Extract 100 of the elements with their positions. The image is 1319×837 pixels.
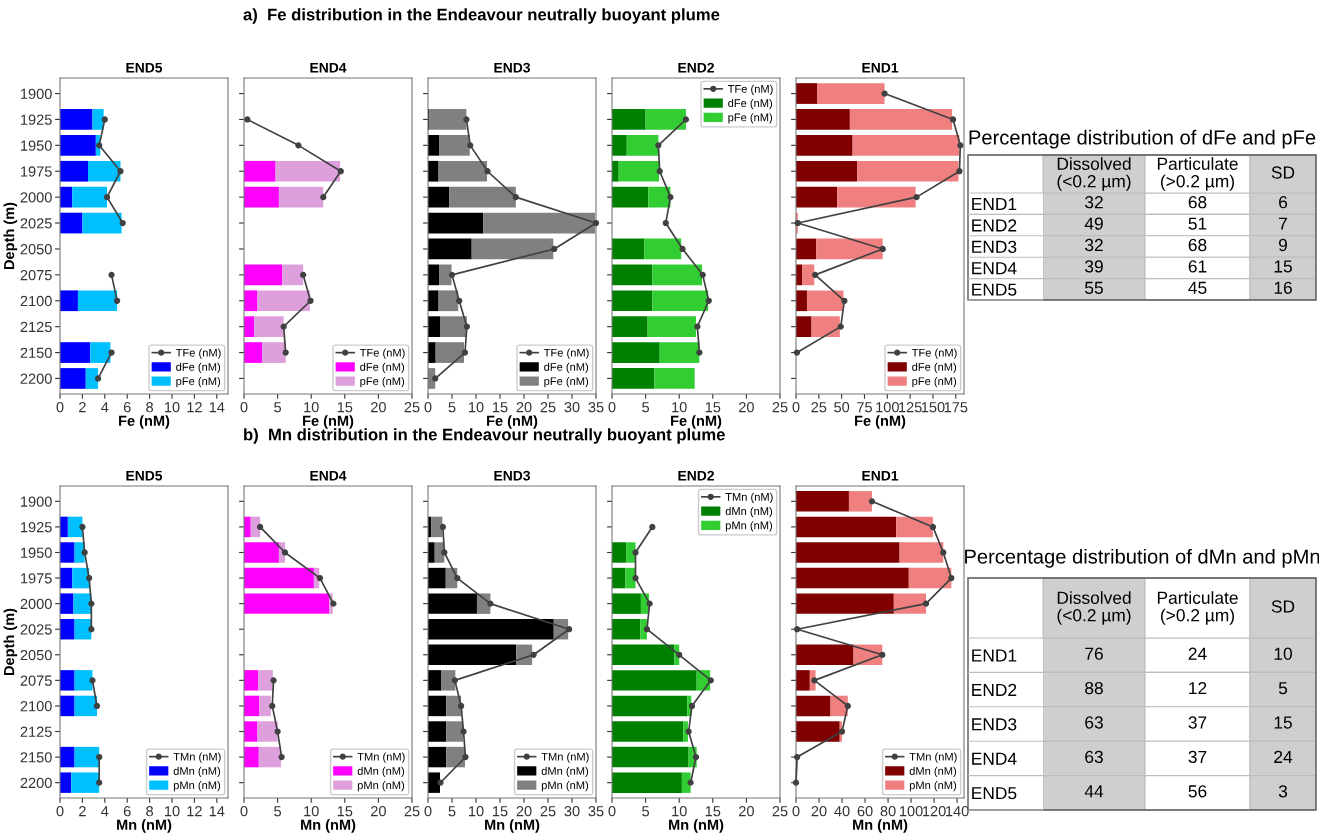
legend-label: TFe (nM) (543, 348, 589, 359)
x-tick-label: Particulate (>0.2 µm) (1157, 157, 1238, 191)
x-tick-label: 0 (792, 402, 800, 413)
y-tick-label: 2125 (20, 726, 52, 737)
legend-label: dMn (nM) (541, 766, 589, 778)
y-tick-label: END2 (972, 219, 1017, 232)
legend-label: pMn (nM) (357, 780, 405, 792)
data-label: 55 (1085, 281, 1103, 294)
y-tick-label: 2150 (20, 347, 52, 358)
x-tick-label: 5 (642, 402, 650, 413)
x-tick-label: 25 (540, 806, 556, 817)
legend-label: dFe (nM) (544, 362, 589, 374)
chart-title: END1 (862, 62, 899, 73)
x-axis-title: Mn (nM) (669, 819, 724, 833)
x-tick-label: 0 (792, 806, 800, 817)
legend-label: pMn (nM) (909, 780, 957, 792)
x-tick-label: 5 (642, 806, 650, 817)
x-tick-label: 20 (516, 402, 532, 413)
x-tick-label: 0 (424, 402, 432, 413)
x-axis-title: Fe (nM) (487, 415, 538, 429)
x-tick-label: 50 (834, 402, 850, 413)
data-label: 68 (1188, 238, 1207, 252)
x-tick-label: 0 (240, 806, 248, 817)
chart-title: END1 (862, 470, 899, 481)
data-label: 61 (1188, 260, 1207, 273)
legend-label: TMn (nM) (541, 752, 589, 763)
chart-title: END2 (678, 62, 714, 73)
x-tick-label: 12 (187, 402, 202, 413)
data-label: 49 (1084, 217, 1103, 230)
x-axis-title: Fe (nM) (303, 415, 354, 429)
data-label: 63 (1085, 750, 1103, 764)
y-tick-label: 1900 (21, 496, 52, 507)
x-tick-label: 20 (371, 402, 386, 413)
legend-label: TMn (nM) (725, 492, 773, 504)
x-tick-label: 140 (946, 806, 969, 817)
legend-label: TFe (nM) (359, 348, 405, 359)
x-tick-label: 6 (123, 806, 131, 817)
x-axis-title: Fe (nM) (855, 415, 906, 429)
x-tick-label: 25 (404, 806, 420, 817)
x-tick-label: 4 (101, 806, 109, 817)
y-tick-label: END5 (972, 787, 1017, 800)
x-axis-title: Fe (nM) (671, 415, 722, 429)
data-label: 88 (1085, 681, 1103, 695)
legend-label: dMn (nM) (173, 766, 221, 778)
x-tick-label: 20 (739, 402, 754, 413)
data-label: 44 (1084, 785, 1104, 798)
x-tick-label: 10 (304, 402, 319, 413)
data-label: 5 (1278, 682, 1288, 695)
data-label: 6 (1279, 196, 1288, 209)
x-tick-label: 8 (146, 806, 154, 817)
x-axis-title: Mn (nM) (301, 819, 356, 833)
x-tick-label: 20 (516, 806, 532, 817)
x-axis-title: Mn (nM) (485, 819, 540, 833)
chart-title: END5 (126, 62, 163, 73)
x-tick-label: SD (1271, 600, 1295, 613)
y-tick-label: 2075 (20, 675, 52, 686)
x-tick-label: 2 (79, 402, 86, 413)
data-label: 51 (1188, 217, 1207, 230)
x-tick-label: 15 (493, 806, 508, 817)
y-tick-label: END1 (972, 649, 1017, 662)
x-tick-label: 14 (209, 806, 225, 817)
y-tick-label: 2075 (20, 269, 52, 281)
data-label: 37 (1188, 716, 1207, 729)
legend-label: TFe (nM) (911, 348, 957, 359)
data-label: 7 (1279, 217, 1287, 230)
x-tick-label: 0 (240, 402, 248, 413)
data-label: 3 (1278, 785, 1288, 798)
legend-label: pFe (nM) (360, 376, 405, 388)
data-label: 15 (1274, 716, 1292, 729)
x-tick-label: SD (1271, 166, 1295, 179)
x-tick-label: 10 (469, 402, 484, 413)
x-tick-label: 5 (274, 402, 282, 413)
data-label: 9 (1278, 238, 1288, 252)
x-axis-title: Fe (nM) (119, 415, 170, 429)
x-tick-label: 4 (101, 402, 109, 413)
y-tick-label: 2125 (20, 321, 52, 333)
x-tick-label: 25 (772, 806, 788, 817)
legend-label: TMn (nM) (173, 752, 221, 763)
chart-title: END3 (494, 470, 531, 481)
x-tick-label: 10 (304, 806, 319, 817)
x-tick-label: 175 (944, 402, 968, 413)
y-tick-label: END1 (972, 198, 1017, 210)
legend-label: dMn (nM) (357, 766, 405, 778)
x-tick-label: 2 (79, 806, 86, 817)
data-label: 63 (1085, 716, 1103, 729)
chart-title: END3 (494, 62, 531, 73)
x-tick-label: 5 (448, 402, 456, 413)
x-tick-label: 0 (56, 806, 64, 817)
y-axis-title: Depth (m) (3, 608, 18, 676)
legend-label: pFe (nM) (176, 376, 221, 388)
x-tick-label: 0 (608, 806, 616, 817)
y-tick-label: 2150 (20, 752, 52, 763)
x-tick-label: 0 (56, 402, 64, 413)
y-axis-title: Depth (m) (3, 202, 18, 270)
y-tick-label: END4 (972, 262, 1017, 275)
y-tick-label: END3 (972, 718, 1017, 731)
y-tick-label: 1975 (21, 166, 52, 177)
chart-title: END2 (678, 470, 714, 481)
data-label: 32 (1085, 238, 1103, 252)
x-tick-label: 20 (739, 806, 754, 817)
